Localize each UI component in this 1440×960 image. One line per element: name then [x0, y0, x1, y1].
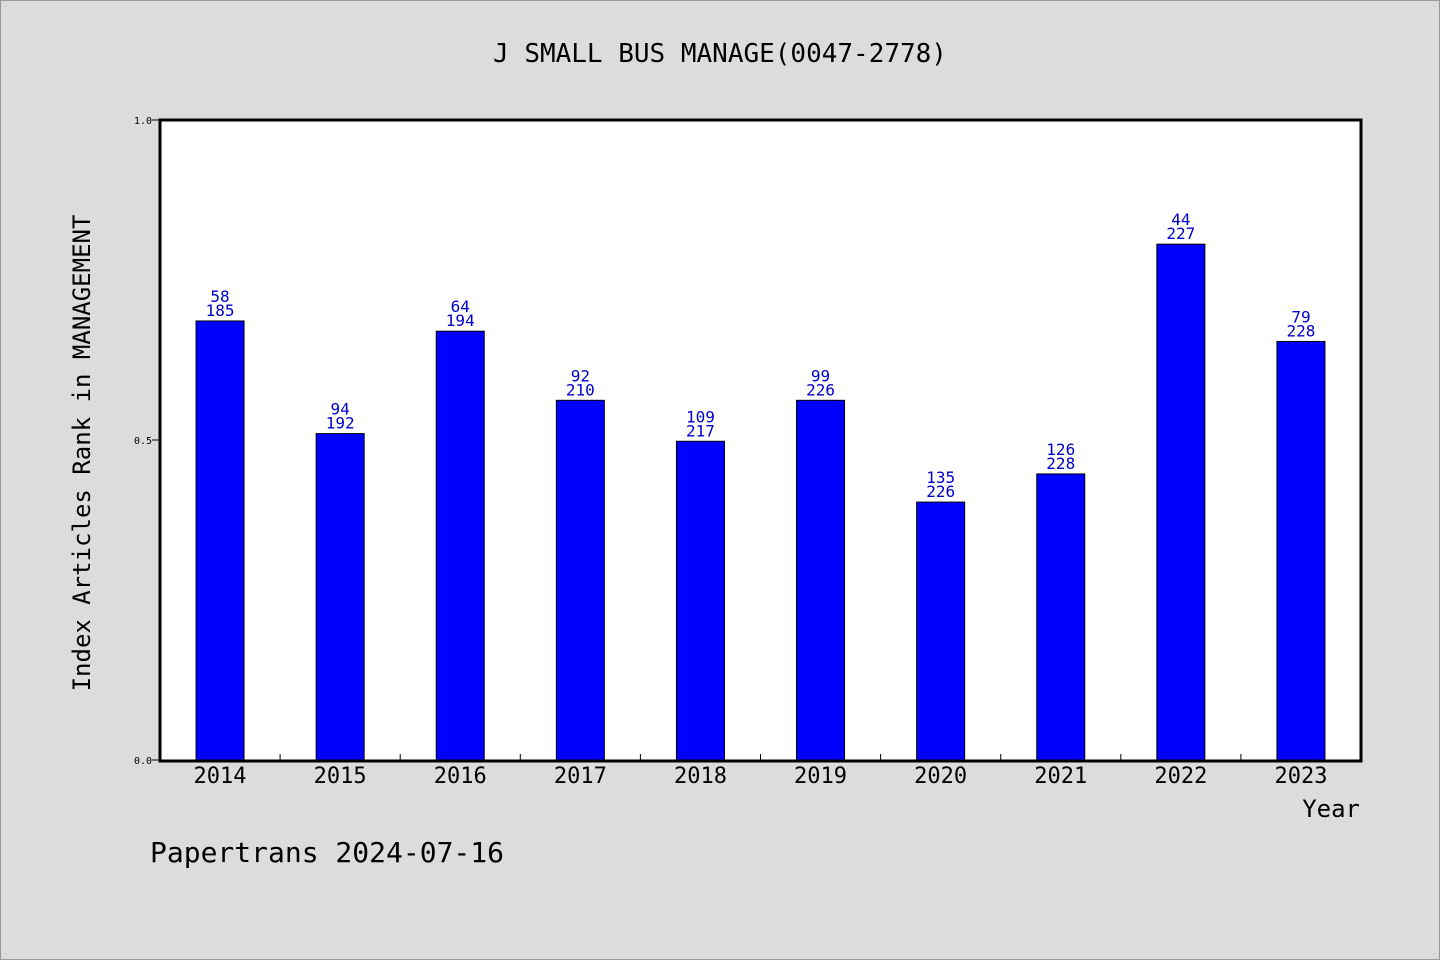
bar-rank-label: 109 [686, 407, 715, 426]
y-tick-label: 0.0 [134, 756, 152, 767]
bar-total-label: 185 [206, 301, 235, 320]
bar-rank-label: 58 [210, 287, 229, 306]
x-tick-label: 2023 [1274, 764, 1327, 789]
bar-rank-label: 64 [451, 297, 470, 316]
bar-total-label: 228 [1286, 321, 1315, 340]
bar-rank-label: 44 [1171, 210, 1190, 229]
x-tick-label: 2016 [434, 764, 487, 789]
bar-rank-label: 79 [1291, 307, 1310, 326]
bar-total-label: 227 [1166, 224, 1195, 243]
x-tick-label: 2015 [314, 764, 367, 789]
x-tick-label: 2020 [914, 764, 967, 789]
y-axis: 0.0 0.5 1.0 [134, 116, 160, 767]
bar-rank-label: 94 [331, 400, 350, 419]
x-tick-label: 2014 [194, 764, 247, 789]
bar [1156, 243, 1206, 761]
bar-rank-label: 92 [571, 366, 590, 385]
bar [916, 501, 966, 761]
bar-rank-label: 99 [811, 366, 830, 385]
x-tick-label: 2022 [1154, 764, 1207, 789]
bar [796, 399, 846, 761]
y-tick-label: 1.0 [134, 116, 152, 127]
bar [1036, 473, 1086, 761]
bar-total-label: 217 [686, 421, 715, 440]
x-tick-label: 2019 [794, 764, 847, 789]
y-axis-label: Index Articles Rank in MANAGEMENT [68, 215, 96, 692]
bar-total-label: 226 [926, 482, 955, 501]
bar-rank-label: 126 [1046, 440, 1075, 459]
x-axis: 2014 2015 2016 2017 2018 2019 2020 2021 2022 2023 [194, 754, 1327, 789]
bar-total-label: 226 [806, 380, 835, 399]
bar [555, 399, 605, 761]
bars-group: 5818594192641949221010921799226135226126… [195, 210, 1326, 761]
x-tick-label: 2017 [554, 764, 607, 789]
bar [435, 330, 485, 761]
bar-rank-label: 135 [926, 468, 955, 487]
bar [315, 433, 365, 761]
bar [195, 320, 245, 761]
footer-text: Papertrans 2024-07-16 [150, 836, 504, 869]
x-tick-label: 2021 [1034, 764, 1087, 789]
bar-total-label: 228 [1046, 454, 1075, 473]
x-axis-label: Year [1302, 795, 1360, 823]
bar [1276, 340, 1326, 761]
x-tick-label: 2018 [674, 764, 727, 789]
y-tick-label: 0.5 [134, 436, 152, 447]
chart-title: J SMALL BUS MANAGE(0047-2778) [493, 39, 947, 69]
bar-total-label: 194 [446, 311, 475, 330]
bar-total-label: 192 [326, 414, 355, 433]
bar [675, 440, 725, 761]
bar-total-label: 210 [566, 380, 595, 399]
